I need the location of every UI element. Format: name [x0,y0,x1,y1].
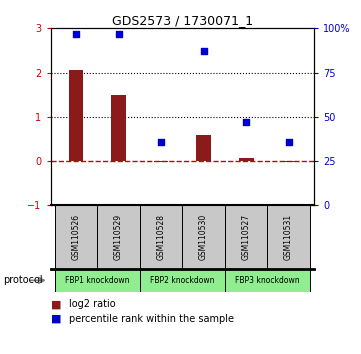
Bar [97,205,140,269]
Bar [239,158,253,161]
Bar [225,205,267,269]
Point [243,119,249,125]
Bar [154,161,169,162]
Text: ■: ■ [51,314,61,324]
Text: GSM110526: GSM110526 [71,214,81,260]
Bar [140,205,182,269]
Point [286,139,291,144]
Point [158,139,164,144]
Bar [55,269,140,292]
Point [201,48,206,54]
Text: FBP2 knockdown: FBP2 knockdown [150,276,214,285]
Text: FBP3 knockdown: FBP3 knockdown [235,276,300,285]
Text: GSM110531: GSM110531 [284,214,293,260]
Bar [281,161,296,162]
Text: percentile rank within the sample: percentile rank within the sample [69,314,234,324]
Text: GSM110529: GSM110529 [114,214,123,260]
Text: protocol: protocol [4,275,43,285]
Bar [225,269,310,292]
Bar [182,205,225,269]
Bar [69,70,83,161]
Bar [111,95,126,161]
Bar [196,135,211,161]
Point [116,31,121,36]
Bar [140,269,225,292]
Title: GDS2573 / 1730071_1: GDS2573 / 1730071_1 [112,14,253,27]
Point [73,31,79,36]
Text: FBP1 knockdown: FBP1 knockdown [65,276,130,285]
Text: log2 ratio: log2 ratio [69,299,115,309]
Text: GSM110528: GSM110528 [157,214,166,260]
Text: GSM110527: GSM110527 [242,214,251,260]
Text: GSM110530: GSM110530 [199,214,208,260]
Bar [267,205,310,269]
Text: ■: ■ [51,299,61,309]
Bar [55,205,97,269]
